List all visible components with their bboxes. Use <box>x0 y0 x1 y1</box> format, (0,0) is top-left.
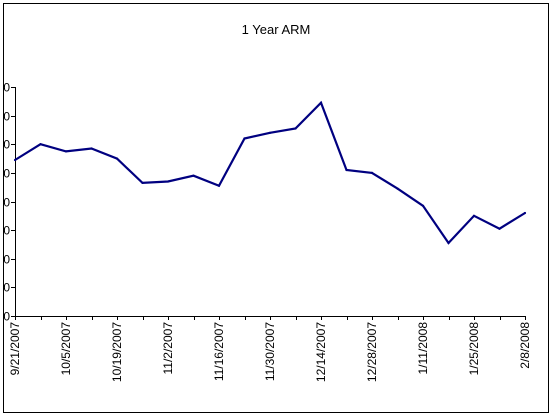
data-point <box>396 187 399 190</box>
series-group <box>13 100 527 245</box>
y-axis: 5.00 5.20 5.40 5.60 5.80 6.00 6.20 6.40 6.60 <box>4 81 16 324</box>
x-tick-label: 9/21/2007 <box>8 322 22 376</box>
data-point <box>447 241 450 245</box>
x-tick-label: 10/19/2007 <box>110 322 124 382</box>
data-point <box>115 157 119 160</box>
chart-title: 1 Year ARM <box>241 22 311 37</box>
x-axis: 9/21/2007 10/5/2007 10/19/2007 11/2/2007 11/… <box>8 316 532 382</box>
x-tick-label: 1/11/2008 <box>416 322 430 375</box>
data-point <box>64 150 68 153</box>
data-point <box>13 158 17 162</box>
x-tick-label: 10/5/2007 <box>59 322 73 376</box>
data-point <box>90 147 93 150</box>
y-tick-label: 6.40 <box>4 110 10 124</box>
data-point <box>141 181 144 184</box>
x-tick-label: 12/14/2007 <box>314 322 328 382</box>
x-tick-label: 12/28/2007 <box>365 322 379 382</box>
x-tick-label: 11/16/2007 <box>212 322 226 381</box>
y-tick-label: 5.80 <box>4 196 10 210</box>
data-point <box>345 168 348 172</box>
line-chart: 5.00 5.20 5.40 5.60 5.80 6.00 6.20 6.40 6.60 9/2… <box>4 81 532 383</box>
x-tick-label: 2/8/2008 <box>518 322 532 369</box>
series-line <box>14 100 526 245</box>
chart-frame: 1 Year ARM 5.00 5.20 5.40 5.60 5.80 6.00 6.20 6… <box>3 3 549 413</box>
y-tick-label: 5.20 <box>4 281 10 295</box>
data-point <box>421 204 425 207</box>
data-point <box>498 227 501 230</box>
data-point <box>166 180 170 183</box>
y-tick-label: 5.40 <box>4 253 10 267</box>
y-tick-label: 5.60 <box>4 224 10 238</box>
data-point <box>319 101 323 104</box>
y-tick-label: 6.60 <box>4 81 10 95</box>
data-point <box>192 174 195 177</box>
data-point <box>370 171 374 174</box>
data-point <box>523 211 527 215</box>
y-tick-label: 5.00 <box>4 310 10 324</box>
data-point <box>472 214 476 217</box>
x-tick-label: 1/25/2008 <box>467 322 481 376</box>
data-point <box>268 131 272 134</box>
y-tick-label: 6.20 <box>4 138 10 152</box>
data-point <box>39 143 42 146</box>
data-point <box>294 127 297 130</box>
x-tick-label: 11/2/2007 <box>161 322 175 375</box>
data-point <box>217 184 221 187</box>
data-point <box>243 137 246 140</box>
x-tick-label: 11/30/2007 <box>263 322 277 381</box>
y-tick-label: 6.00 <box>4 167 10 181</box>
